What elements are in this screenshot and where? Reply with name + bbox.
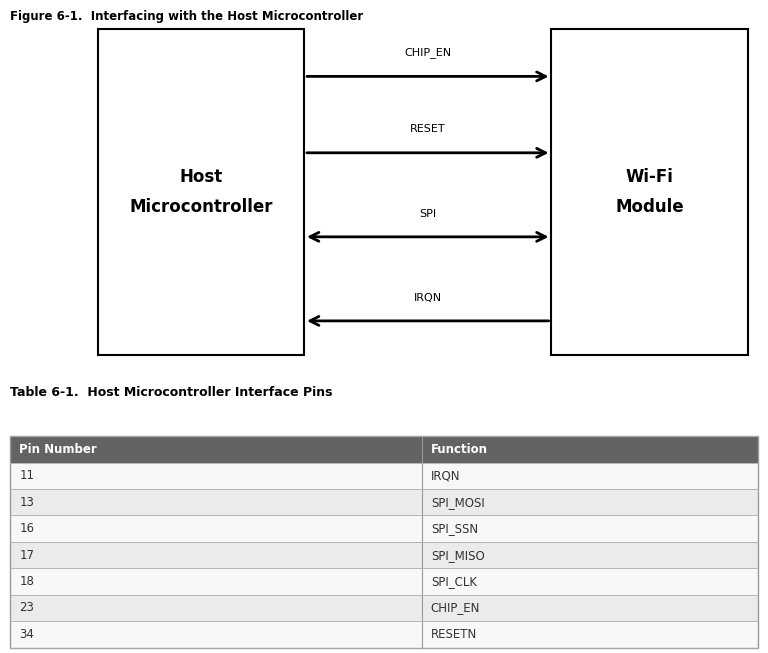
Text: 13: 13: [19, 496, 34, 509]
Text: Table 6-1.  Host Microcontroller Interface Pins: Table 6-1. Host Microcontroller Interfac…: [10, 386, 333, 399]
Text: RESET: RESET: [410, 125, 445, 135]
Bar: [10, 568, 758, 595]
Text: 18: 18: [19, 575, 34, 588]
Text: IRQN: IRQN: [414, 293, 442, 302]
Text: Function: Function: [431, 443, 488, 456]
Text: SPI_SSN: SPI_SSN: [431, 522, 478, 535]
Text: Pin Number: Pin Number: [19, 443, 97, 456]
Text: SPI: SPI: [419, 208, 436, 219]
Text: 34: 34: [19, 628, 34, 641]
Bar: [10, 436, 758, 648]
Bar: [10, 489, 758, 515]
Text: SPI_CLK: SPI_CLK: [431, 575, 477, 588]
Text: SPI_MISO: SPI_MISO: [431, 549, 485, 562]
Text: CHIP_EN: CHIP_EN: [431, 601, 480, 614]
Text: SPI_MOSI: SPI_MOSI: [431, 496, 485, 509]
Text: 16: 16: [19, 522, 35, 535]
Bar: [10, 436, 758, 462]
Bar: [10, 515, 758, 542]
Text: 23: 23: [19, 601, 34, 614]
Bar: [551, 29, 748, 355]
Text: Figure 6-1.  Interfacing with the Host Microcontroller: Figure 6-1. Interfacing with the Host Mi…: [10, 10, 363, 23]
Bar: [10, 542, 758, 568]
Text: 11: 11: [19, 470, 35, 483]
Text: Wi-Fi
Module: Wi-Fi Module: [615, 168, 684, 215]
Text: Host
Microcontroller: Host Microcontroller: [130, 168, 273, 215]
Text: RESETN: RESETN: [431, 628, 477, 641]
Bar: [98, 29, 304, 355]
Bar: [10, 595, 758, 621]
Text: 17: 17: [19, 549, 35, 562]
Bar: [10, 621, 758, 648]
Bar: [10, 462, 758, 489]
Text: CHIP_EN: CHIP_EN: [404, 47, 452, 58]
Text: IRQN: IRQN: [431, 470, 460, 483]
